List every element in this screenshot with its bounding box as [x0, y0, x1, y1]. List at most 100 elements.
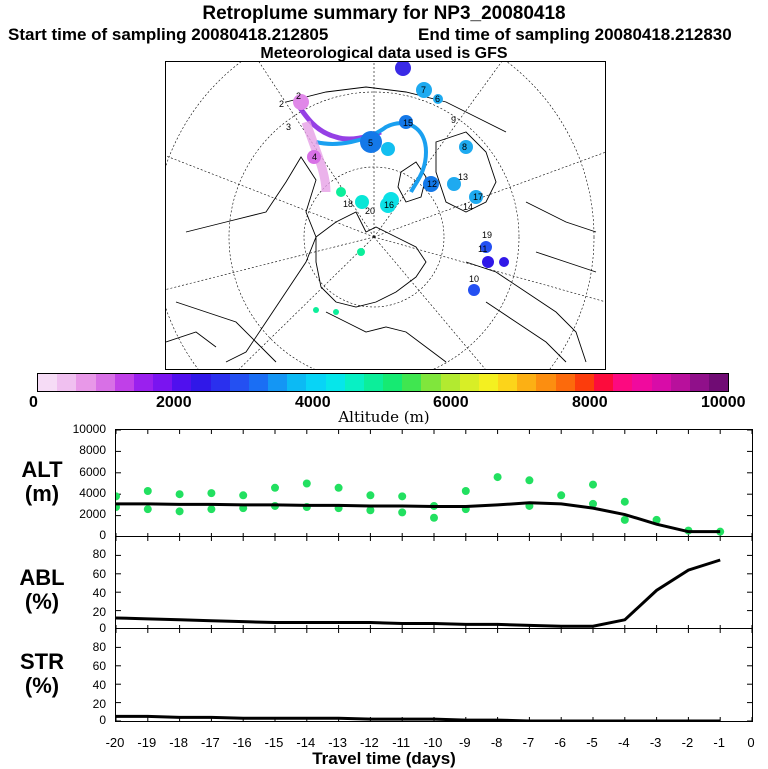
x-tick-label: -5	[586, 735, 598, 750]
x-tick-label: 0	[747, 735, 755, 750]
scatter-point	[398, 492, 407, 501]
x-tick-label: -3	[649, 735, 662, 750]
x-tick-label: -20	[105, 735, 125, 750]
colorbar-swatch	[57, 374, 77, 391]
colorbar-swatch	[229, 374, 249, 391]
x-tick-label: -19	[137, 735, 157, 750]
alt-plot	[112, 429, 753, 538]
colorbar-swatch	[383, 374, 403, 391]
cluster-marker	[357, 248, 365, 256]
cluster-marker	[399, 115, 413, 129]
colorbar-tick: 6000	[433, 394, 469, 411]
series-line	[115, 558, 721, 628]
scatter-point	[175, 490, 184, 499]
abl-panel-label: ABL (%)	[12, 566, 72, 614]
cluster-marker	[480, 241, 492, 253]
map-label: 7	[421, 85, 426, 95]
colorbar-swatch	[421, 374, 441, 391]
graticule	[166, 62, 605, 369]
abl-ytick: 0	[99, 621, 106, 635]
colorbar-title: Altitude (m)	[338, 408, 430, 426]
alt-ytick: 4000	[79, 486, 106, 500]
scatter-point	[589, 499, 597, 508]
x-tick-label: -1	[713, 735, 725, 750]
abl-plot	[115, 536, 753, 630]
colorbar-swatch	[344, 374, 364, 391]
map-label: 19	[482, 230, 492, 240]
colorbar-swatch	[325, 374, 345, 391]
scatter-point	[334, 483, 343, 492]
cluster-marker	[416, 82, 432, 98]
scatter-point	[493, 473, 502, 482]
scatter-point	[525, 476, 534, 485]
colorbar-swatch	[536, 374, 556, 391]
x-tick-label: -18	[169, 735, 188, 750]
scatter-point	[239, 491, 248, 500]
colorbar-swatch	[191, 374, 211, 391]
x-tick-label: -2	[681, 735, 694, 750]
scatter-point	[175, 507, 184, 516]
scatter-point	[620, 497, 629, 506]
colorbar-swatch	[306, 374, 326, 391]
cluster-marker	[395, 62, 411, 76]
colorbar-swatch	[95, 374, 115, 391]
x-tick-label: -14	[296, 735, 316, 750]
scatter-point	[430, 513, 438, 522]
alt-ytick: 0	[99, 528, 106, 542]
colorbar-tick: 10000	[701, 394, 746, 411]
colorbar-tick: 4000	[295, 394, 331, 411]
x-tick-label: -15	[264, 735, 284, 750]
start-time-label: Start time of sampling 20080418.212805	[8, 25, 329, 44]
colorbar-swatch	[478, 374, 499, 391]
map-label: 20	[365, 206, 375, 216]
colorbar-swatch	[555, 374, 575, 391]
map-label: 14	[463, 202, 473, 212]
alt-label-line1: ALT	[21, 457, 63, 482]
colorbar-swatch	[38, 374, 58, 391]
colorbar-swatch	[210, 374, 230, 391]
scatter-point	[557, 491, 566, 500]
map-label: 16	[384, 200, 394, 210]
colorbar-swatch	[402, 374, 422, 391]
str-ytick: 60	[92, 659, 106, 673]
scatter-point	[366, 491, 375, 500]
end-time-label: End time of sampling 20080418.212830	[418, 25, 732, 44]
cluster-marker	[433, 94, 443, 104]
cluster-marker	[313, 307, 319, 313]
map-number-labels: 2 2 3 5 7 8 14 20 18 16 19 11 13 17 6 15…	[279, 85, 492, 284]
colorbar-swatch	[613, 374, 633, 391]
alt-ytick: 10000	[72, 422, 106, 436]
str-ytick: 0	[99, 713, 106, 727]
str-ytick: 20	[92, 697, 106, 711]
colorbar-swatch	[651, 374, 671, 391]
abl-ytick: 40	[92, 586, 106, 600]
x-tick-label: -7	[522, 735, 535, 750]
scatter-point	[143, 505, 152, 514]
colorbar-tick: 0	[29, 394, 38, 411]
x-tick-label: -17	[200, 735, 220, 750]
map-canvas: 2 2 3 5 7 8 14 20 18 16 19 11 13 17 6 15…	[166, 62, 605, 369]
x-tick-label: -13	[328, 735, 347, 750]
str-label-line1: STR	[20, 649, 64, 674]
altitude-colorbar	[37, 373, 729, 392]
colorbar-swatch	[498, 374, 518, 391]
x-tick-label: -8	[490, 735, 503, 750]
colorbar-tick: 8000	[572, 394, 608, 411]
alt-ytick: 8000	[79, 443, 106, 457]
map-label: 5	[368, 138, 373, 148]
scatter-point	[302, 479, 311, 488]
cluster-marker	[381, 142, 395, 156]
colorbar-swatch	[248, 374, 269, 391]
map-label: 18	[343, 199, 353, 209]
alt-panel-label: ALT (m)	[12, 458, 72, 506]
x-tick-label: -16	[232, 735, 252, 750]
coastlines	[166, 86, 597, 363]
map-label: 15	[403, 118, 413, 128]
map-label: 9	[451, 115, 456, 125]
cluster-marker	[360, 131, 382, 153]
colorbar-swatch	[517, 374, 537, 391]
scatter-point	[207, 489, 216, 498]
str-panel-label: STR (%)	[12, 650, 72, 698]
chart-title: Retroplume summary for NP3_20080418	[202, 3, 566, 24]
series-line	[116, 501, 721, 534]
